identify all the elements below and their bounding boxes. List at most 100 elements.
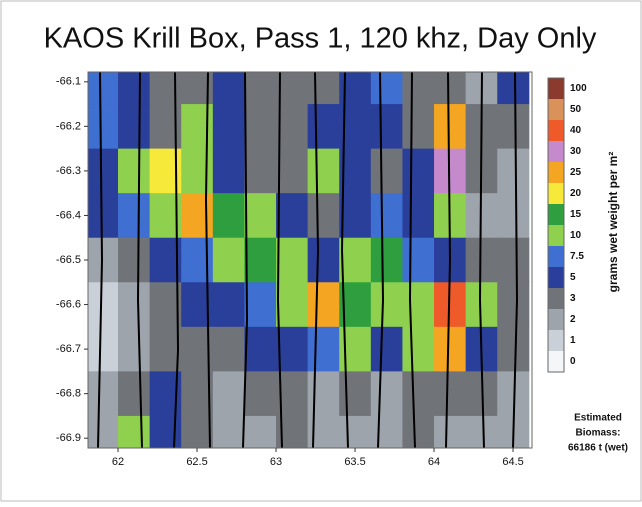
- annotation: Estimated: [574, 413, 622, 424]
- colorbar-bin: [548, 162, 564, 183]
- field-cell: [308, 238, 340, 283]
- field-cell: [88, 238, 119, 283]
- colorbar-tick-label: 1: [570, 335, 576, 346]
- field-cell: [213, 72, 245, 105]
- field-cell: [88, 149, 119, 194]
- colorbar-bin: [548, 288, 564, 309]
- field-cell: [308, 371, 340, 416]
- field-cell: [434, 104, 466, 149]
- field-cell: [371, 104, 403, 149]
- colorbar-tick-label: 100: [570, 83, 587, 94]
- colorbar-bin: [548, 99, 564, 120]
- x-tick-label: 62: [112, 456, 124, 468]
- field-cell: [497, 104, 529, 149]
- field-cell: [276, 193, 308, 238]
- field-cell: [402, 193, 434, 238]
- field-cell: [181, 416, 213, 449]
- field-cell: [88, 282, 119, 327]
- colorbar-bin: [548, 183, 564, 204]
- annotation: 66186 t (wet): [568, 443, 628, 454]
- field-cell: [118, 416, 150, 449]
- field-cell: [402, 416, 434, 449]
- field-cell: [150, 416, 182, 449]
- x-tick-label: 62.5: [186, 456, 207, 468]
- field-cell: [339, 238, 371, 283]
- field-cell: [402, 104, 434, 149]
- colorbar-bin: [548, 351, 564, 372]
- field-cell: [276, 282, 308, 327]
- field-cell: [371, 327, 403, 372]
- colorbar-tick-label: 7.5: [570, 251, 584, 262]
- y-tick-label: -66.4: [56, 209, 81, 221]
- x-tick-label: 63.5: [344, 456, 365, 468]
- colorbar-bin: [548, 204, 564, 225]
- field-cell: [181, 193, 213, 238]
- field-cell: [371, 149, 403, 194]
- field-cell: [118, 104, 150, 149]
- field-cell: [308, 327, 340, 372]
- colorbar-tick-label: 40: [570, 125, 582, 136]
- field-cell: [434, 416, 466, 449]
- field-cell: [276, 327, 308, 372]
- field-cell: [466, 282, 498, 327]
- colorbar-tick-label: 20: [570, 188, 582, 199]
- field-cell: [371, 193, 403, 238]
- colorbar-bin: [548, 246, 564, 267]
- field-cell: [88, 371, 119, 416]
- field-cell: [118, 282, 150, 327]
- colorbar-tick-label: 3: [570, 293, 576, 304]
- field-cell: [88, 72, 119, 105]
- field-cell: [88, 193, 119, 238]
- field-cell: [497, 327, 529, 372]
- field-cell: [276, 104, 308, 149]
- field-cell: [181, 149, 213, 194]
- x-tick-label: 63: [270, 456, 282, 468]
- field-cell: [402, 149, 434, 194]
- field-cell: [497, 72, 529, 105]
- field-cell: [308, 104, 340, 149]
- field-cell: [276, 238, 308, 283]
- field-cell: [308, 282, 340, 327]
- field-cell: [181, 104, 213, 149]
- colorbar-bin: [548, 78, 564, 99]
- y-tick-label: -66.3: [56, 165, 81, 177]
- field-cell: [244, 282, 276, 327]
- field-cell: [434, 371, 466, 416]
- colorbar-bin: [548, 120, 564, 141]
- colorbar-tick-label: 2: [570, 314, 576, 325]
- y-tick-label: -66.6: [56, 298, 81, 310]
- colorbar-tick-label: 0: [570, 356, 576, 367]
- field-cell: [466, 238, 498, 283]
- colorbar-bin: [548, 225, 564, 246]
- field-cell: [244, 72, 276, 105]
- field-cell: [118, 72, 150, 105]
- field-cell: [213, 149, 245, 194]
- colorbar-tick-label: 15: [570, 209, 582, 220]
- field-cell: [88, 327, 119, 372]
- colorbar-tick-label: 25: [570, 167, 582, 178]
- field-cell: [276, 149, 308, 194]
- field-cell: [402, 282, 434, 327]
- field-cell: [244, 104, 276, 149]
- field-cell: [118, 193, 150, 238]
- field-cell: [88, 416, 119, 449]
- field-cell: [150, 72, 182, 105]
- field-cell: [497, 149, 529, 194]
- y-tick-label: -66.7: [56, 343, 81, 355]
- colorbar-tick-label: 10: [570, 230, 582, 241]
- field-cell: [308, 149, 340, 194]
- field-cell: [308, 72, 340, 105]
- field-cell: [371, 238, 403, 283]
- chart-title: KAOS Krill Box, Pass 1, 120 khz, Day Onl…: [44, 23, 597, 55]
- field: [88, 72, 529, 449]
- field-cell: [213, 282, 245, 327]
- field-cell: [213, 371, 245, 416]
- field-cell: [213, 416, 245, 449]
- colorbar-tick-label: 5: [570, 272, 576, 283]
- field-cell: [497, 193, 529, 238]
- colorbar-bin: [548, 309, 564, 330]
- colorbar-bin: [548, 141, 564, 162]
- field-cell: [339, 371, 371, 416]
- annotation: Biomass:: [575, 428, 620, 439]
- y-tick-label: -66.2: [56, 120, 81, 132]
